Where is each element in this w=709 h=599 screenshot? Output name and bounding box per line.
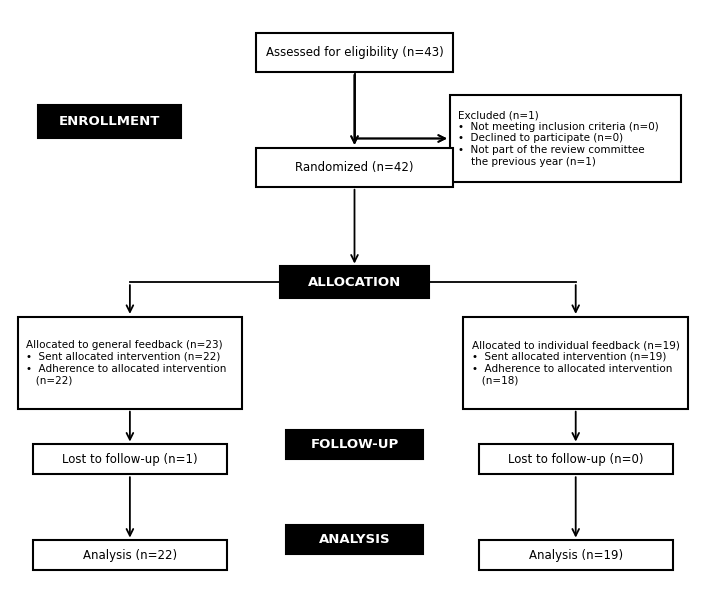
FancyBboxPatch shape [279, 267, 430, 298]
FancyBboxPatch shape [18, 317, 242, 409]
FancyBboxPatch shape [33, 444, 227, 474]
FancyBboxPatch shape [256, 33, 453, 72]
FancyBboxPatch shape [33, 540, 227, 570]
Text: Excluded (n=1)
•  Not meeting inclusion criteria (n=0)
•  Declined to participat: Excluded (n=1) • Not meeting inclusion c… [458, 110, 659, 167]
Text: Allocated to individual feedback (n=19)
•  Sent allocated intervention (n=19)
• : Allocated to individual feedback (n=19) … [471, 340, 679, 385]
Text: ENROLLMENT: ENROLLMENT [59, 115, 160, 128]
Text: FOLLOW-UP: FOLLOW-UP [311, 438, 398, 451]
Text: Assessed for eligibility (n=43): Assessed for eligibility (n=43) [266, 46, 443, 59]
Text: ALLOCATION: ALLOCATION [308, 276, 401, 289]
Text: Allocated to general feedback (n=23)
•  Sent allocated intervention (n=22)
•  Ad: Allocated to general feedback (n=23) • S… [26, 340, 226, 385]
FancyBboxPatch shape [286, 525, 423, 553]
FancyBboxPatch shape [464, 317, 688, 409]
FancyBboxPatch shape [286, 430, 423, 459]
Text: ANALYSIS: ANALYSIS [318, 533, 391, 546]
Text: Lost to follow-up (n=0): Lost to follow-up (n=0) [508, 453, 644, 466]
FancyBboxPatch shape [450, 95, 681, 181]
Text: Analysis (n=19): Analysis (n=19) [529, 549, 623, 562]
FancyBboxPatch shape [256, 148, 453, 187]
Text: Randomized (n=42): Randomized (n=42) [295, 161, 414, 174]
Text: Lost to follow-up (n=1): Lost to follow-up (n=1) [62, 453, 198, 466]
Text: Analysis (n=22): Analysis (n=22) [83, 549, 177, 562]
FancyBboxPatch shape [38, 105, 181, 138]
FancyBboxPatch shape [479, 444, 673, 474]
FancyBboxPatch shape [479, 540, 673, 570]
